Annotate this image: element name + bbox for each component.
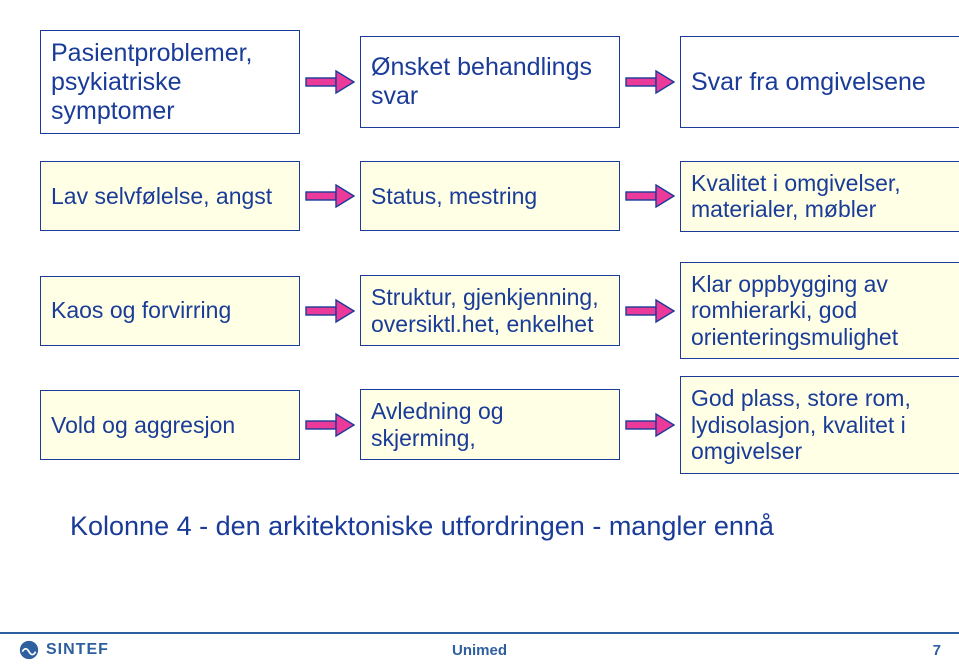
footer-center-text: Unimed (452, 642, 507, 659)
cell-r3-c2: Avledning og skjerming, (360, 389, 620, 460)
cell-r1-c1: Lav selvfølelse, angst (40, 161, 300, 231)
arrow-icon (620, 69, 680, 95)
logo-icon (18, 639, 40, 661)
logo: SINTEF (18, 639, 109, 661)
arrow-icon (300, 412, 360, 438)
arrow-icon (300, 69, 360, 95)
cell-r2-c1: Kaos og forvirring (40, 276, 300, 346)
arrow-icon (300, 183, 360, 209)
column-header-3: Svar fra omgivelsene (680, 36, 959, 128)
cell-r1-c3: Kvalitet i omgivelser, materialer, møble… (680, 161, 959, 232)
cell-r2-c3: Klar oppbygging av romhierarki, god orie… (680, 262, 959, 359)
cell-r2-c2: Struktur, gjenkjenning, oversiktl.het, e… (360, 275, 620, 346)
footer-bar: SINTEF Unimed 7 (0, 632, 959, 666)
arrow-icon (300, 298, 360, 324)
cell-r3-c3: God plass, store rom, lydisolasjon, kval… (680, 376, 959, 473)
column-header-1: Pasientproblemer, psykiatriske symptomer (40, 30, 300, 134)
caption-text: Kolonne 4 - den arkitektoniske utfordrin… (40, 511, 929, 542)
footer-page-number: 7 (933, 642, 941, 659)
column-header-2: Ønsket behandlings svar (360, 36, 620, 128)
cell-r3-c1: Vold og aggresjon (40, 390, 300, 460)
logo-text: SINTEF (46, 641, 109, 659)
cell-r1-c2: Status, mestring (360, 161, 620, 231)
arrow-icon (620, 183, 680, 209)
arrow-icon (620, 298, 680, 324)
arrow-icon (620, 412, 680, 438)
